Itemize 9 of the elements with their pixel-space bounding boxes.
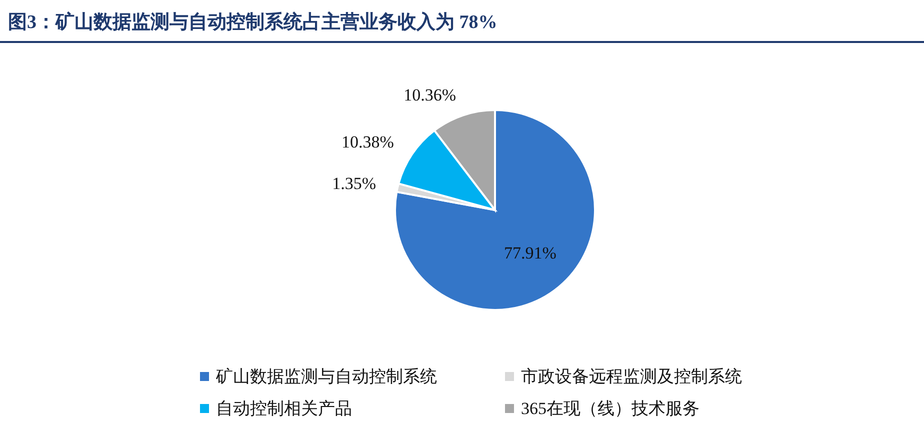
data-label: 1.35% <box>332 174 376 193</box>
legend-label: 365在现（线）技术服务 <box>521 399 700 418</box>
data-label: 10.38% <box>341 132 394 152</box>
legend-label: 自动控制相关产品 <box>216 399 352 418</box>
legend-label: 市政设备远程监测及控制系统 <box>521 367 742 386</box>
chart-title: 图3：矿山数据监测与自动控制系统占主营业务收入为 78% <box>8 11 498 33</box>
data-label: 77.91% <box>504 243 556 262</box>
legend-label: 矿山数据监测与自动控制系统 <box>215 367 437 386</box>
data-label: 10.36% <box>404 85 456 104</box>
